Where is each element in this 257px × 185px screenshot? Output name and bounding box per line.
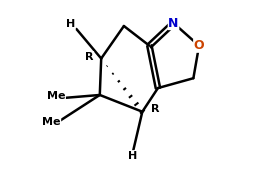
Text: Me: Me: [47, 91, 65, 101]
Text: Me: Me: [42, 117, 61, 127]
Text: R: R: [151, 104, 160, 114]
Text: O: O: [194, 39, 204, 52]
Text: R: R: [85, 52, 94, 62]
Text: H: H: [66, 19, 75, 29]
Text: H: H: [128, 151, 138, 161]
Text: N: N: [168, 17, 179, 30]
